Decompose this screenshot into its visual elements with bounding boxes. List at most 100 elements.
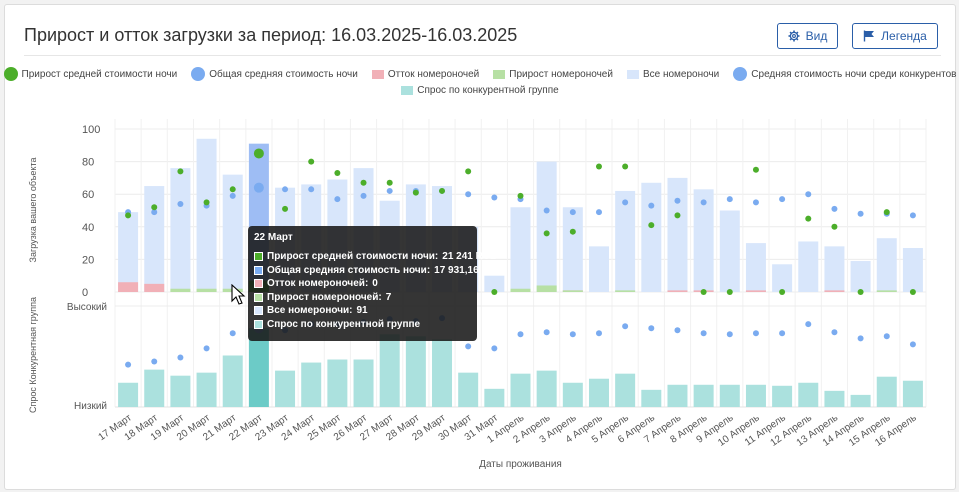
legend-swatch: [191, 67, 206, 81]
dot-price-growth: [308, 158, 315, 165]
dot-price-growth: [439, 187, 446, 194]
dot-price-growth: [334, 170, 341, 177]
dot-price-growth: [752, 166, 759, 173]
bar-demand: [248, 328, 269, 407]
bar-demand: [536, 370, 557, 407]
tooltip-swatch: [254, 279, 263, 289]
legend-label: Прирост средней стоимости ночи: [21, 68, 178, 80]
dot-avg-price: [177, 200, 184, 207]
dot-price-growth: [779, 289, 786, 295]
dot-avg-price: [779, 196, 786, 203]
tooltip-label: Все номероночи:: [267, 305, 353, 317]
legend-label: Общая средняя стоимость ночи: [209, 68, 358, 80]
dot-competitor-price: [125, 361, 132, 368]
gear-icon: [788, 30, 800, 42]
bar-churn: [667, 290, 688, 292]
bar-all-room-nights: [902, 247, 923, 292]
tooltip-value: 17 931,16 RUB: [434, 264, 504, 276]
chart-card: Прирост и отток загрузки за период: 16.0…: [3, 4, 956, 490]
dot-competitor-price: [648, 325, 655, 332]
tooltip-title: 22 Март: [254, 232, 293, 243]
bar-all-room-nights: [510, 207, 531, 292]
legend-item[interactable]: Общая средняя стоимость ночи: [191, 67, 358, 81]
legend-swatch: [493, 69, 506, 79]
bar-demand: [588, 378, 609, 407]
bar-demand: [432, 339, 453, 407]
bar-demand: [719, 384, 740, 407]
bar-all-room-nights: [118, 212, 139, 292]
dot-price-growth: [622, 163, 629, 170]
bar-growth: [562, 290, 583, 292]
bar-all-room-nights: [170, 168, 191, 292]
y-tick-label: Высокий: [67, 302, 107, 313]
tooltip-value: 0: [372, 278, 378, 290]
bar-demand: [850, 394, 871, 407]
bar-demand: [902, 380, 923, 407]
y-tick-label: 80: [82, 157, 94, 169]
dot-price-growth: [674, 212, 681, 219]
bar-demand: [170, 375, 191, 407]
bar-all-room-nights: [772, 264, 793, 292]
dot-avg-price: [334, 196, 341, 203]
legend-swatch: [401, 86, 414, 95]
dot-avg-price: [622, 199, 629, 206]
bar-demand: [772, 385, 793, 407]
dot-competitor-price: [909, 341, 916, 348]
y-tick-label: 100: [82, 124, 100, 136]
tooltip-value: 7: [385, 291, 392, 303]
dot-avg-price: [308, 186, 315, 193]
legend-button[interactable]: Легенда: [852, 23, 938, 49]
dot-competitor-price: [465, 343, 472, 350]
bar-growth: [170, 288, 191, 292]
chart-plot: 0 20 40 60 80 100 Высокий Низкий Загрузка вашего…: [28, 119, 927, 470]
bar-demand: [484, 388, 505, 407]
bar-demand: [379, 334, 400, 407]
dot-price-growth: [726, 289, 733, 295]
legend-item[interactable]: Средняя стоимость ночи среди конкурентов: [733, 67, 956, 81]
bar-all-room-nights: [798, 241, 819, 292]
dot-competitor-price: [569, 331, 576, 338]
y-tick-label: 40: [82, 222, 94, 234]
dot-competitor-price: [831, 329, 838, 336]
legend-item[interactable]: Отток номероночей: [371, 69, 479, 80]
dot-avg-price: [700, 199, 707, 206]
dot-competitor-price: [883, 333, 890, 340]
x-axis-label: Даты проживания: [479, 459, 562, 470]
tooltip-row: Все номероночи: 91: [254, 304, 471, 318]
dot-avg-price: [857, 210, 864, 217]
tooltip-row: Отток номероночей: 0: [254, 277, 471, 291]
chart-legend-row2: Спрос по конкурентной группе: [5, 85, 955, 96]
bar-growth: [876, 290, 897, 292]
dot-price-growth: [253, 148, 264, 159]
bar-all-room-nights: [850, 261, 871, 292]
legend-button-label: Легенда: [881, 29, 927, 43]
dot-avg-price: [674, 197, 681, 204]
bar-growth: [196, 288, 217, 292]
dot-avg-price: [595, 209, 602, 216]
page-title: Прирост и отток загрузки за период: 16.0…: [24, 25, 518, 45]
tooltip-label: Прирост средней стоимости ночи:: [267, 251, 439, 263]
bar-all-room-nights: [536, 161, 557, 292]
dot-price-growth: [386, 179, 393, 186]
bar-demand: [222, 355, 243, 407]
dot-competitor-price: [595, 330, 602, 337]
y-axis-label: Загрузка вашего объекта: [28, 158, 38, 263]
dot-price-growth: [229, 186, 236, 193]
view-button[interactable]: Вид: [777, 23, 838, 49]
dot-avg-price: [229, 192, 236, 199]
bar-growth: [536, 285, 557, 292]
bar-demand: [641, 389, 662, 407]
dot-avg-price: [648, 202, 655, 209]
dot-price-growth: [465, 168, 472, 175]
legend-item[interactable]: Прирост средней стоимости ночи: [3, 67, 178, 81]
dot-avg-price: [465, 191, 472, 198]
bar-demand: [405, 336, 426, 407]
legend-item[interactable]: Прирост номероночей: [493, 69, 613, 80]
tooltip-value: 21 241 RUB: [442, 251, 498, 263]
tooltip-swatch: [254, 265, 263, 275]
dot-avg-price: [909, 212, 916, 219]
legend-item[interactable]: Все номероночи: [626, 69, 719, 80]
y-tick-label: Низкий: [74, 401, 107, 412]
legend-item[interactable]: Спрос по конкурентной группе: [401, 85, 559, 96]
bar-all-room-nights: [667, 177, 688, 292]
